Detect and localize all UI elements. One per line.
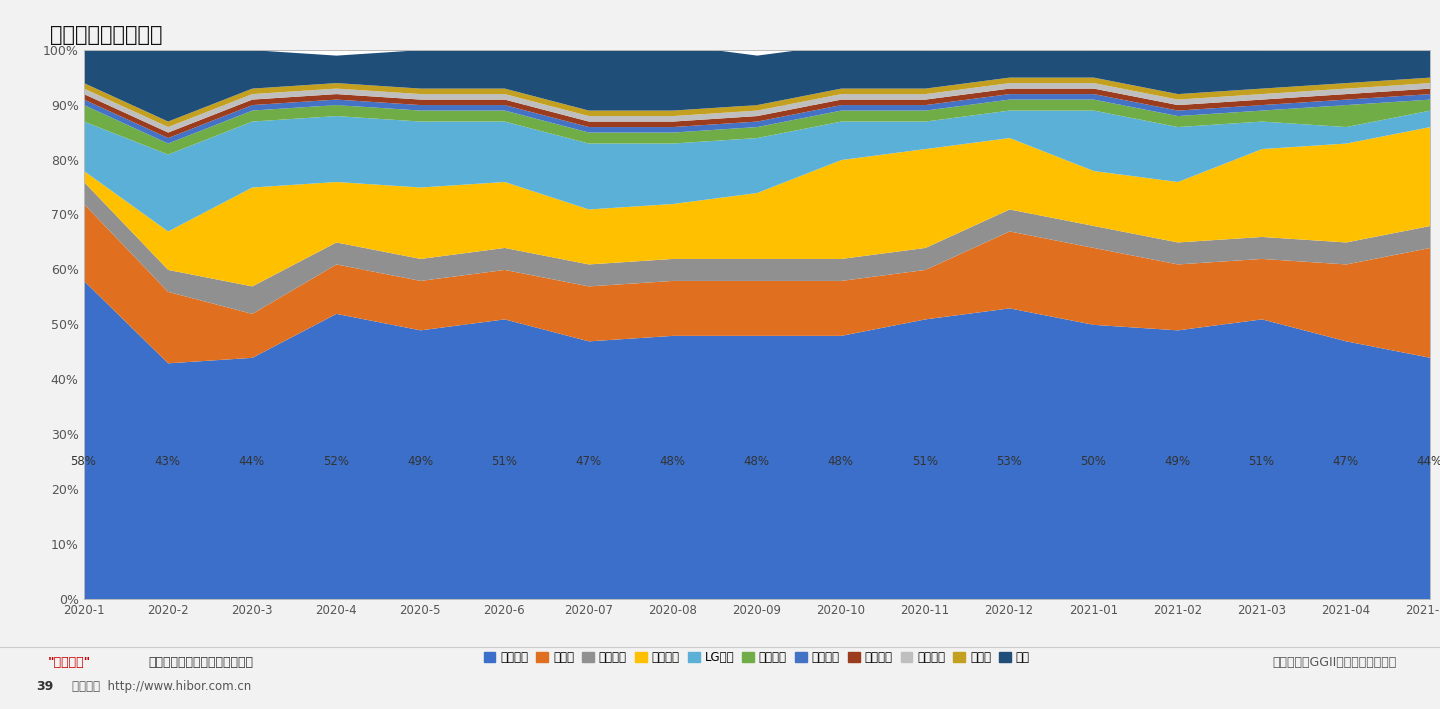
Text: 52%: 52% xyxy=(323,455,348,468)
Text: 44%: 44% xyxy=(1417,455,1440,468)
Text: 47%: 47% xyxy=(576,455,602,468)
Text: 点击进入  http://www.hibor.com.cn: 点击进入 http://www.hibor.com.cn xyxy=(72,681,251,693)
Text: 44%: 44% xyxy=(239,455,265,468)
Text: 专业的投资研究大数据分享平台: 专业的投资研究大数据分享平台 xyxy=(148,657,253,669)
Text: 51%: 51% xyxy=(1248,455,1274,468)
Text: 51%: 51% xyxy=(912,455,937,468)
Text: 数据来源：GGII，东吴证券研究所: 数据来源：GGII，东吴证券研究所 xyxy=(1273,657,1397,669)
Text: 48%: 48% xyxy=(743,455,770,468)
Text: 49%: 49% xyxy=(1165,455,1191,468)
Text: 49%: 49% xyxy=(408,455,433,468)
Text: "慧博资讯": "慧博资讯" xyxy=(48,657,91,669)
Text: 图表：国内电池格局: 图表：国内电池格局 xyxy=(50,25,163,45)
Text: 51%: 51% xyxy=(491,455,517,468)
Text: 39: 39 xyxy=(36,681,53,693)
Text: 58%: 58% xyxy=(71,455,96,468)
Text: 53%: 53% xyxy=(996,455,1022,468)
Text: 50%: 50% xyxy=(1080,455,1106,468)
Text: 48%: 48% xyxy=(660,455,685,468)
Text: 43%: 43% xyxy=(154,455,180,468)
Text: 48%: 48% xyxy=(828,455,854,468)
Legend: 宁德时代, 比亚迪, 国轩高科, 中航锂电, LG化学, 亿纬锂能, 孚能科技, 蜂巢能源, 鹏辉能源, 多氟多, 其他: 宁德时代, 比亚迪, 国轩高科, 中航锂电, LG化学, 亿纬锂能, 孚能科技,… xyxy=(480,646,1034,669)
Text: 47%: 47% xyxy=(1332,455,1359,468)
